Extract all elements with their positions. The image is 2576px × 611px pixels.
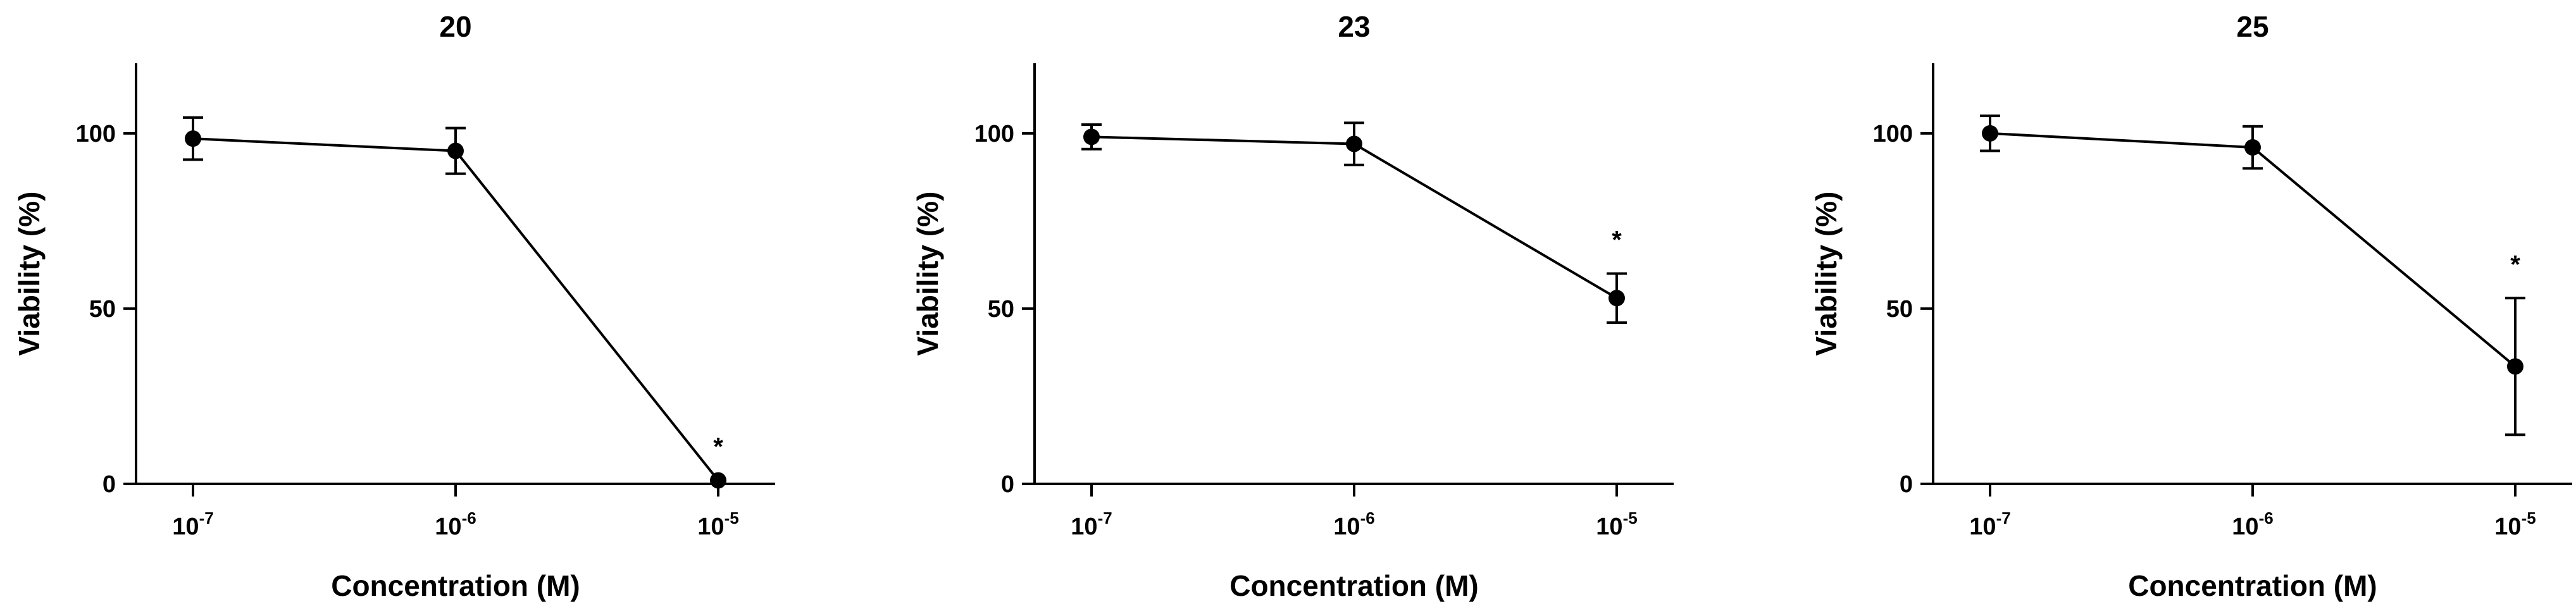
- x-tick-exponent: -7: [1996, 509, 2011, 528]
- x-tick-base: 10: [1596, 514, 1622, 540]
- x-tick-label: 10-7: [1969, 509, 2010, 540]
- y-tick-label: 50: [89, 296, 116, 323]
- x-axis-label: Concentration (M): [1229, 569, 1479, 602]
- x-tick-exponent: -6: [2259, 509, 2274, 528]
- x-tick-exponent: -5: [725, 509, 739, 528]
- data-point: [1346, 135, 1362, 152]
- x-tick-exponent: -6: [462, 509, 476, 528]
- data-point: [1608, 290, 1625, 307]
- y-axis-label: Viability (%): [1810, 192, 1843, 356]
- significance-marker: *: [713, 433, 723, 460]
- x-tick-base: 10: [1071, 514, 1097, 540]
- x-axis-label: Concentration (M): [2128, 569, 2377, 602]
- chart-title: 25: [2236, 10, 2268, 43]
- data-point: [185, 130, 201, 147]
- y-tick-label: 0: [103, 471, 116, 498]
- y-tick-label: 50: [988, 296, 1014, 323]
- x-tick-exponent: -5: [1623, 509, 1638, 528]
- x-tick-label: 10-6: [2232, 509, 2273, 540]
- x-tick-base: 10: [1333, 514, 1360, 540]
- chart-panel-20: 20 0 50 100 10-7 10-6 10-5 Concentration (M) Via…: [0, 0, 859, 611]
- chart-title: 23: [1338, 10, 1370, 43]
- y-tick-label: 50: [1886, 296, 1913, 323]
- x-tick-label: 10-7: [172, 509, 213, 540]
- y-tick-label: 0: [1900, 471, 1913, 498]
- x-tick-label: 10-5: [697, 509, 738, 540]
- x-tick-label: 10-5: [2494, 509, 2536, 540]
- series-line: [192, 137, 719, 481]
- y-tick-label: 100: [1873, 121, 1913, 147]
- y-axis-label: Viability (%): [13, 192, 46, 356]
- x-axis-label: Concentration (M): [331, 569, 580, 602]
- data-point: [1982, 125, 1998, 142]
- x-tick-base: 10: [172, 514, 199, 540]
- data-point: [447, 142, 464, 159]
- chart-title: 20: [439, 10, 471, 43]
- data-point: [2244, 139, 2261, 156]
- data-point: [2507, 358, 2523, 375]
- x-tick-base: 10: [2232, 514, 2258, 540]
- y-tick-label: 0: [1001, 471, 1014, 498]
- significance-marker: *: [2510, 250, 2520, 278]
- chart-panel-23: 23 0 50 100 10-7 10-6 10-5 Concentration (M) Via…: [899, 0, 1757, 611]
- x-tick-base: 10: [697, 514, 724, 540]
- y-tick-label: 100: [76, 121, 116, 147]
- data-point: [1083, 128, 1100, 145]
- y-axis-label: Viability (%): [911, 192, 944, 356]
- x-tick-exponent: -7: [199, 509, 214, 528]
- x-tick-base: 10: [2494, 514, 2521, 540]
- x-tick-exponent: -6: [1360, 509, 1375, 528]
- chart-panel-25: 25 0 50 100 10-7 10-6 10-5 Concentration (M) Via…: [1797, 0, 2576, 611]
- x-tick-exponent: -7: [1098, 509, 1112, 528]
- x-tick-label: 10-6: [1333, 509, 1374, 540]
- x-tick-base: 10: [435, 514, 461, 540]
- x-tick-exponent: -5: [2522, 509, 2536, 528]
- significance-marker: *: [1612, 226, 1622, 254]
- x-tick-label: 10-7: [1071, 509, 1112, 540]
- x-tick-label: 10-6: [435, 509, 476, 540]
- x-tick-base: 10: [1969, 514, 1996, 540]
- y-tick-label: 100: [974, 121, 1014, 147]
- x-tick-label: 10-5: [1596, 509, 1637, 540]
- data-point: [710, 472, 726, 489]
